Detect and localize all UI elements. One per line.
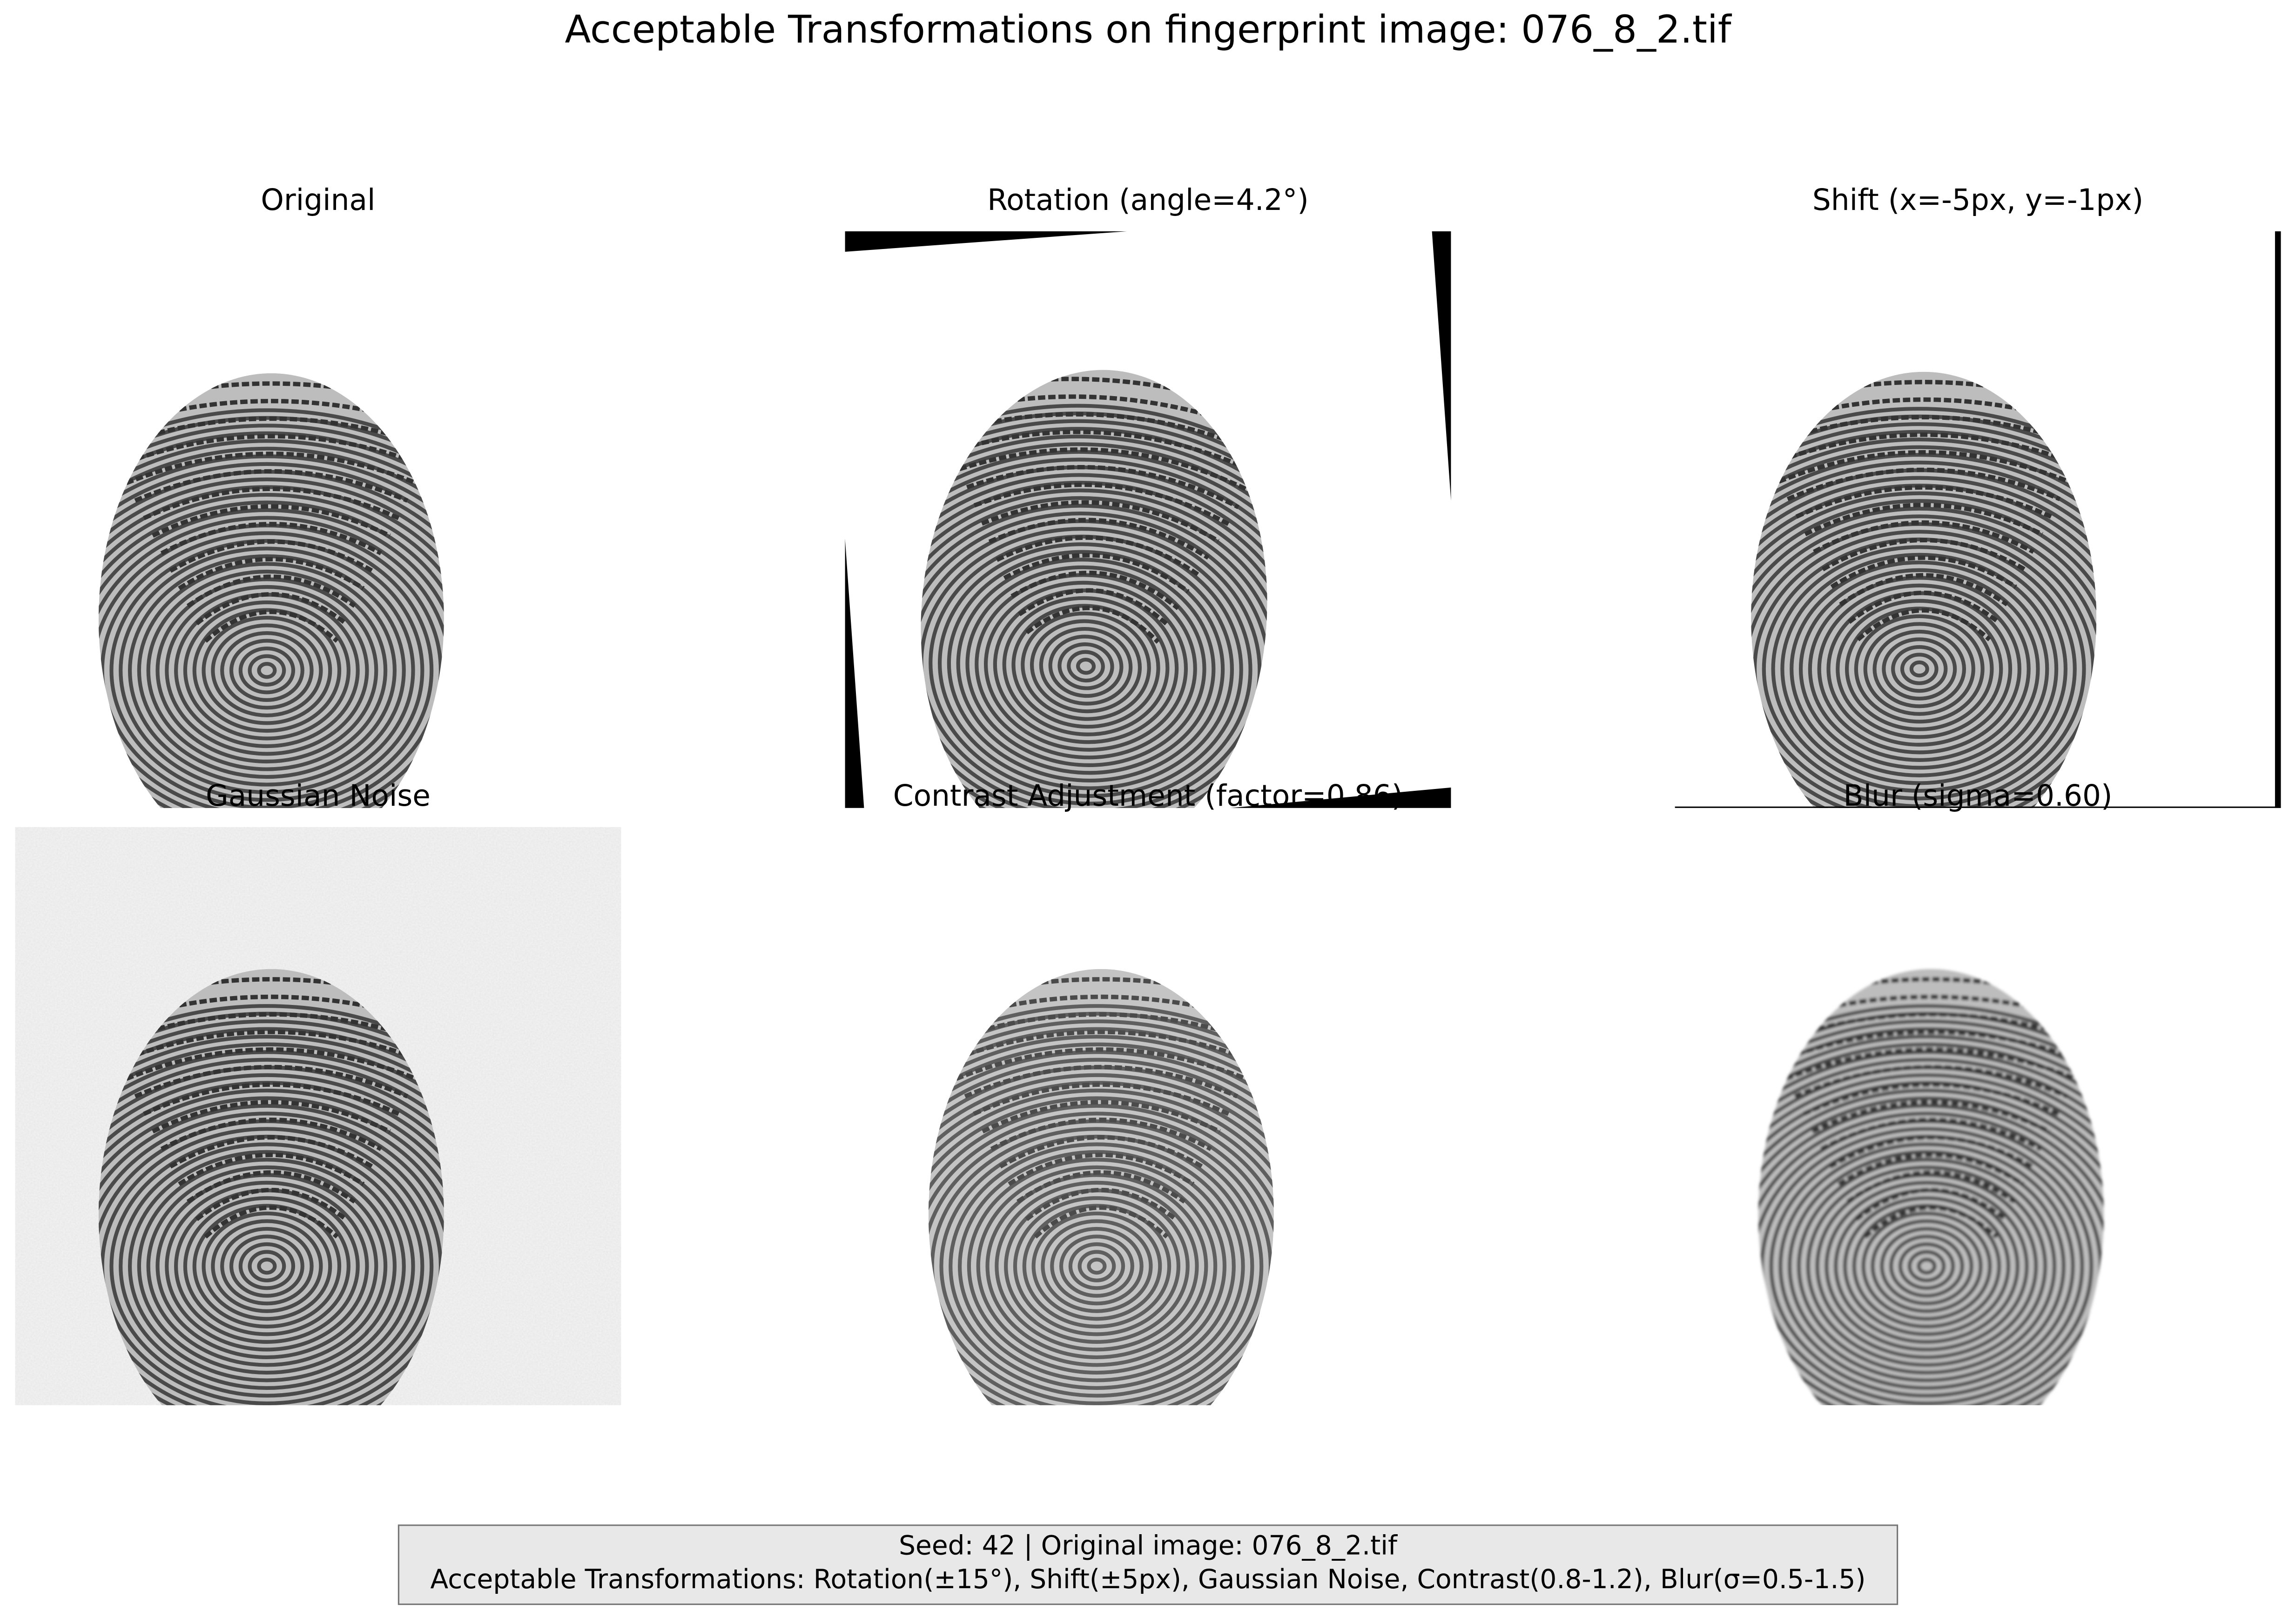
panel-title: Contrast Adjustment (factor=0.86) (893, 779, 1403, 813)
image-panel (755, 231, 1451, 949)
fingerprint (1607, 347, 2232, 929)
fill-wedge (1432, 231, 1451, 501)
image-panel (785, 944, 1409, 1526)
image-panel (1615, 944, 2239, 1526)
footer-line: Acceptable Transformations: Rotation(±15… (431, 1564, 1866, 1595)
image-panel (1607, 231, 2281, 929)
panel-title: Original (261, 183, 375, 217)
panel-title: Gaussian Noise (206, 779, 431, 813)
fill-edge (1675, 806, 2281, 808)
image-panel (0, 827, 621, 1526)
fill-edge (2275, 231, 2281, 808)
footer-box (397, 1524, 1899, 1605)
fingerprint (1615, 944, 2239, 1526)
panel-titles: Original Rotation (angle=4.2°) Shift (x=-5… (206, 183, 2143, 813)
fingerprint (755, 322, 1421, 949)
footer-line: Seed: 42 | Original image: 076_8_2.tif (899, 1530, 1398, 1561)
panel-title: Blur (sigma=0.60) (1844, 779, 2113, 813)
panel-title: Rotation (angle=4.2°) (987, 183, 1309, 217)
fill-wedge (845, 231, 1128, 252)
fingerprint (785, 944, 1409, 1526)
figure-title: Acceptable Transformations on fingerprin… (565, 8, 1732, 52)
panel-title: Shift (x=-5px, y=-1px) (1812, 183, 2143, 217)
fill-wedge (845, 539, 864, 808)
